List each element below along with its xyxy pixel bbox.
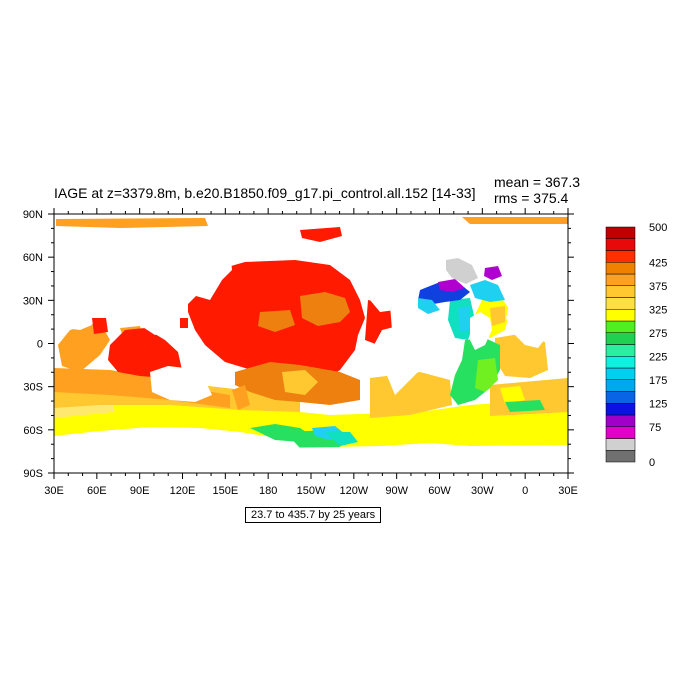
colorbar-box xyxy=(605,379,636,392)
land-mask-5 xyxy=(470,312,492,350)
colorbar-box xyxy=(605,226,636,239)
lat-tick-label: 30N xyxy=(23,295,43,307)
colorbar-box xyxy=(605,438,636,451)
lat-tick-label: 60S xyxy=(23,425,43,437)
colorbar-box xyxy=(605,356,636,369)
field-region-30 xyxy=(500,386,525,404)
latitude-labels: 90N 60N 30N 0 30S 60S 90S xyxy=(23,209,43,480)
field-region-16 xyxy=(108,328,182,378)
colorbar-label: 175 xyxy=(649,375,667,387)
lon-tick-label: 150E xyxy=(212,485,238,497)
colorbar-box xyxy=(605,238,636,251)
lat-tick-label: 90N xyxy=(23,209,43,221)
colorbar-box xyxy=(605,309,636,322)
field-region-29 xyxy=(484,266,502,280)
colorbar-box xyxy=(605,285,636,298)
lat-tick-label: 60N xyxy=(23,252,43,264)
field-region-26 xyxy=(438,279,465,292)
colorbar-box xyxy=(605,297,636,310)
colorbar-labels: 0 75 125 175 225 275 325 375 425 500 xyxy=(649,222,667,469)
colorbar-label: 425 xyxy=(649,257,667,269)
field-region-14 xyxy=(282,370,318,395)
land-mask-3 xyxy=(330,236,442,312)
colorbar-label: 325 xyxy=(649,304,667,316)
colorbar-label: 75 xyxy=(649,422,661,434)
plot-title: IAGE at z=3379.8m, b.e20.B1850.f09_g17.p… xyxy=(54,185,476,201)
field-region-21 xyxy=(475,358,498,392)
field-region-38 xyxy=(300,227,342,242)
lat-tick-label: 90S xyxy=(23,468,43,480)
field-region-19 xyxy=(458,306,470,332)
lon-tick-label: 180 xyxy=(259,485,277,497)
colorbar-box xyxy=(605,250,636,263)
colorbar-box xyxy=(605,262,636,275)
contour-range-label: 23.7 to 435.7 by 25 years xyxy=(245,507,382,523)
land-mask-0 xyxy=(54,228,232,335)
colorbar-label: 0 xyxy=(649,457,655,469)
lon-tick-label: 60W xyxy=(428,485,451,497)
colorbar-label: 500 xyxy=(649,222,667,234)
colorbar-label: 275 xyxy=(649,328,667,340)
field-region-24 xyxy=(470,280,505,302)
colorbar-box xyxy=(605,273,636,286)
lon-tick-label: 30E xyxy=(44,485,64,497)
lat-tick-label: 30S xyxy=(23,382,43,394)
lon-tick-label: 120W xyxy=(339,485,368,497)
field-region-11 xyxy=(300,292,350,326)
field-region-36 xyxy=(56,218,208,228)
land-mask-2 xyxy=(150,366,212,402)
field-region-28 xyxy=(446,258,478,284)
mean-value: mean = 367.3 xyxy=(494,174,581,190)
field-region-27 xyxy=(418,298,440,314)
colorbar xyxy=(605,226,636,463)
field-region-0 xyxy=(54,395,568,452)
field-region-39 xyxy=(180,318,188,328)
colorbar-box xyxy=(605,391,636,404)
field-region-17 xyxy=(92,318,108,334)
colorbar-box xyxy=(605,403,636,416)
land-mask-4 xyxy=(374,325,432,395)
field-region-12 xyxy=(258,310,295,332)
colorbar-box xyxy=(605,450,636,463)
lon-tick-label: 90E xyxy=(130,485,150,497)
field-region-37 xyxy=(462,217,568,224)
age-field-map xyxy=(54,217,568,473)
field-region-15 xyxy=(232,385,250,410)
colorbar-box xyxy=(605,414,636,427)
land-mask-1 xyxy=(54,304,92,330)
colorbar-box xyxy=(605,426,636,439)
lon-tick-label: 90W xyxy=(385,485,408,497)
lon-tick-label: 60E xyxy=(87,485,107,497)
land-mask-6 xyxy=(506,296,552,348)
colorbar-box xyxy=(605,344,636,357)
field-region-23 xyxy=(490,306,505,326)
colorbar-label: 125 xyxy=(649,398,667,410)
colorbar-box xyxy=(605,320,636,333)
land-mask-7 xyxy=(54,445,568,473)
lat-tick-label: 0 xyxy=(37,339,43,351)
longitude-labels: 30E 60E 90E 120E 150E 180 150W 120W 90W 60W 30W 0 30… xyxy=(44,485,578,497)
field-region-31 xyxy=(505,400,545,412)
colorbar-box xyxy=(605,367,636,380)
rms-value: rms = 375.4 xyxy=(494,190,569,206)
colorbar-box xyxy=(605,332,636,345)
lon-tick-label: 120E xyxy=(170,485,196,497)
field-region-7 xyxy=(58,322,110,372)
map-ticks xyxy=(48,208,574,479)
lon-tick-label: 30E xyxy=(558,485,578,497)
colorbar-label: 225 xyxy=(649,351,667,363)
lon-tick-label: 0 xyxy=(522,485,528,497)
colorbar-label: 375 xyxy=(649,281,667,293)
lon-tick-label: 30W xyxy=(471,485,494,497)
lon-tick-label: 150W xyxy=(297,485,326,497)
field-region-35 xyxy=(325,432,358,446)
